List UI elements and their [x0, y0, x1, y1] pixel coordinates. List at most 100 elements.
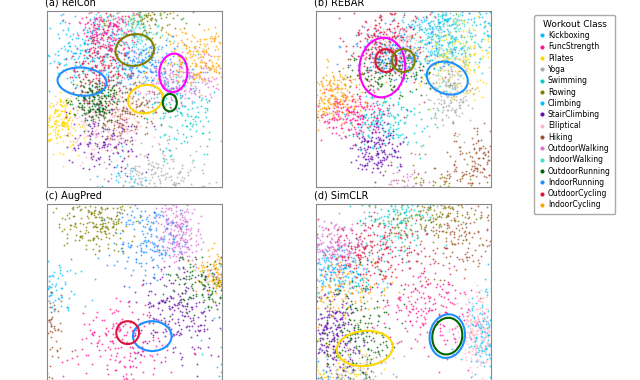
- Point: [445, 74, 455, 80]
- Point: [124, 298, 134, 304]
- Point: [356, 306, 366, 312]
- Point: [353, 120, 363, 127]
- Point: [430, 61, 440, 67]
- Point: [329, 114, 339, 120]
- Point: [400, 27, 410, 33]
- Point: [412, 203, 422, 209]
- Point: [361, 271, 371, 277]
- Point: [45, 25, 55, 31]
- Point: [111, 320, 121, 326]
- Point: [316, 266, 326, 272]
- Point: [328, 336, 338, 342]
- Point: [153, 46, 163, 52]
- Point: [190, 267, 200, 273]
- Point: [380, 59, 390, 65]
- Point: [56, 122, 67, 128]
- Point: [467, 300, 477, 306]
- Point: [404, 47, 415, 53]
- Point: [477, 315, 487, 321]
- Point: [202, 272, 212, 279]
- Point: [139, 79, 149, 85]
- Point: [188, 66, 198, 72]
- Point: [356, 202, 367, 208]
- Point: [198, 285, 209, 291]
- Point: [345, 203, 355, 209]
- Point: [462, 211, 472, 217]
- Point: [127, 35, 138, 41]
- Point: [88, 70, 99, 76]
- Point: [335, 337, 345, 344]
- Point: [132, 10, 142, 16]
- Point: [401, 54, 411, 60]
- Point: [378, 251, 388, 257]
- Point: [107, 94, 117, 100]
- Point: [406, 54, 416, 60]
- Point: [180, 70, 190, 76]
- Point: [332, 241, 342, 247]
- Point: [428, 202, 438, 208]
- Point: [377, 241, 387, 247]
- Point: [127, 136, 137, 142]
- Point: [137, 99, 147, 105]
- Point: [484, 171, 494, 177]
- Point: [195, 117, 205, 124]
- Point: [360, 147, 371, 153]
- Point: [462, 254, 472, 260]
- Point: [330, 109, 340, 115]
- Point: [84, 95, 95, 101]
- Point: [439, 97, 449, 103]
- Point: [469, 321, 479, 327]
- Point: [149, 365, 159, 371]
- Point: [440, 16, 450, 22]
- Point: [442, 54, 452, 60]
- Point: [127, 21, 137, 27]
- Point: [168, 68, 178, 74]
- Point: [470, 39, 481, 45]
- Point: [477, 325, 488, 331]
- Point: [359, 60, 369, 66]
- Point: [145, 239, 155, 245]
- Point: [426, 38, 436, 44]
- Point: [426, 82, 436, 89]
- Point: [88, 121, 99, 127]
- Point: [204, 278, 214, 284]
- Point: [99, 142, 109, 148]
- Point: [384, 230, 394, 236]
- Point: [100, 62, 110, 68]
- Point: [337, 247, 347, 253]
- Point: [356, 241, 366, 247]
- Point: [404, 208, 415, 214]
- Point: [104, 42, 115, 48]
- Point: [88, 40, 99, 46]
- Point: [93, 40, 104, 46]
- Point: [324, 250, 334, 256]
- Point: [123, 63, 133, 69]
- Point: [83, 108, 93, 114]
- Point: [450, 109, 460, 115]
- Point: [380, 303, 390, 309]
- Point: [118, 46, 129, 52]
- Point: [89, 163, 99, 169]
- Point: [136, 70, 146, 76]
- Point: [120, 124, 131, 130]
- Point: [396, 71, 406, 77]
- Point: [162, 170, 172, 176]
- Point: [184, 120, 195, 127]
- Point: [203, 45, 213, 51]
- Point: [108, 16, 118, 22]
- Point: [86, 87, 97, 93]
- Point: [131, 249, 141, 255]
- Point: [363, 33, 373, 40]
- Point: [385, 66, 396, 73]
- Point: [100, 100, 111, 106]
- Point: [125, 27, 135, 33]
- Point: [355, 252, 365, 258]
- Point: [357, 103, 367, 109]
- Point: [173, 180, 184, 186]
- Point: [86, 37, 97, 43]
- Point: [396, 55, 406, 61]
- Point: [180, 30, 191, 36]
- Point: [415, 331, 425, 337]
- Point: [481, 306, 491, 312]
- Point: [113, 38, 124, 44]
